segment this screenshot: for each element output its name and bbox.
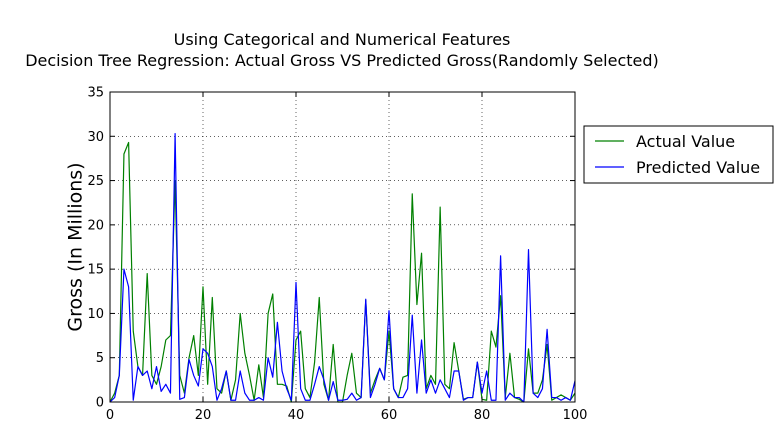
y-tick-label: 10 xyxy=(87,307,104,322)
y-axis-label: Gross (In Millions) xyxy=(65,162,87,331)
plot-frame xyxy=(109,91,576,403)
chart-title-line2: Decision Tree Regression: Actual Gross V… xyxy=(25,51,659,70)
chart-title-line1: Using Categorical and Numerical Features xyxy=(174,30,511,49)
y-tick-label: 5 xyxy=(96,351,104,366)
legend-label-predicted: Predicted Value xyxy=(636,158,760,177)
y-tick-label: 20 xyxy=(87,218,104,233)
x-tick-label: 100 xyxy=(563,408,588,423)
y-tick-label: 0 xyxy=(96,396,104,411)
axis-ticks: 0 20 40 60 80 100 0 5 10 15 20 25 30 35 xyxy=(87,86,587,424)
legend: Actual Value Predicted Value xyxy=(583,125,774,184)
x-tick-label: 20 xyxy=(195,408,212,423)
y-tick-label: 15 xyxy=(87,263,104,278)
y-tick-label: 35 xyxy=(87,86,104,101)
x-tick-label: 60 xyxy=(381,408,398,423)
y-tick-label: 25 xyxy=(87,174,104,189)
legend-box xyxy=(583,125,774,184)
x-tick-label: 40 xyxy=(288,408,305,423)
x-tick-label: 80 xyxy=(474,408,491,423)
x-tick-label: 0 xyxy=(106,408,114,423)
y-tick-label: 30 xyxy=(87,130,104,145)
grid-lines xyxy=(110,92,575,402)
series-line-predicted xyxy=(109,133,576,403)
legend-label-actual: Actual Value xyxy=(636,132,735,151)
